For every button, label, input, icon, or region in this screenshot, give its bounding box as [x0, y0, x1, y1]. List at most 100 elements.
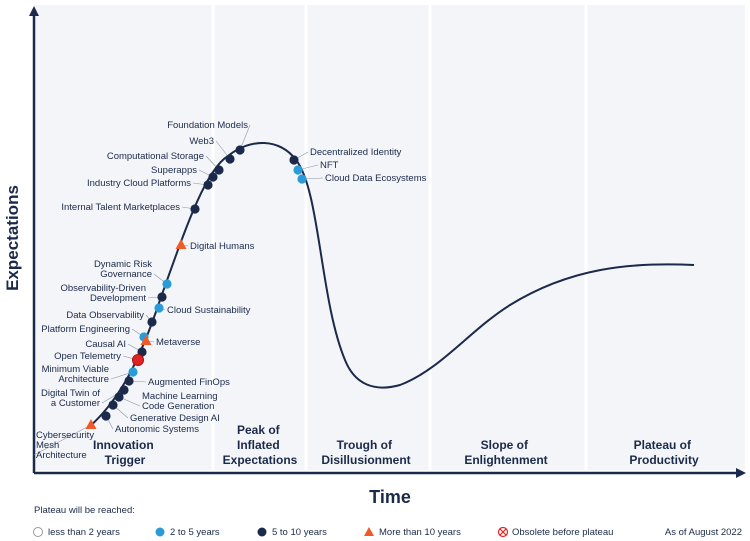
label-line: Code Generation [142, 401, 214, 412]
marker-decentralized-identity [289, 155, 299, 165]
label-line: Decentralized Identity [310, 147, 402, 158]
marker-cloud-data-ecosystems [297, 174, 307, 184]
technology-digital-humans: Digital Humans [175, 239, 255, 252]
axes [29, 6, 746, 478]
chart-background [34, 5, 745, 470]
technology-cloud-data-ecosystems: Cloud Data Ecosystems [297, 173, 427, 184]
legend-label: Obsolete before plateau [512, 527, 613, 538]
label-line: Digital Humans [190, 241, 255, 252]
phase-label-slope: Slope of Enlightenment [464, 438, 547, 467]
legend-marker-less-than-2-years [33, 527, 43, 537]
label-metaverse: Metaverse [156, 337, 200, 348]
legend-title: Plateau will be reached: [34, 505, 135, 516]
marker-internal-talent-marketplaces [190, 204, 200, 214]
label-line: Cybersecurity [36, 430, 94, 441]
marker-digital-humans [175, 239, 187, 249]
label-line: Observability-Driven [60, 283, 146, 294]
label-line: Autonomic Systems [115, 424, 199, 435]
marker-minimum-viable-architecture [128, 367, 138, 377]
marker-superapps [208, 172, 218, 182]
label-line: Data Observability [66, 310, 144, 321]
technology-autonomic-systems: Autonomic Systems [101, 411, 199, 435]
marker-cybersecurity-mesh-architecture [85, 419, 97, 429]
legend-label: less than 2 years [48, 527, 120, 538]
label-line: Cloud Sustainability [167, 305, 251, 316]
label-line: Mesh [36, 440, 59, 451]
technology-internal-talent-marketplaces: Internal Talent Marketplaces [61, 202, 200, 214]
label-cloud-data-ecosystems: Cloud Data Ecosystems [325, 173, 427, 184]
phase-label-line: Peak of [237, 423, 281, 437]
marker-generative-design-ai [108, 400, 118, 410]
label-data-observability: Data Observability [66, 310, 144, 321]
phase-label-peak: Peak of Inflated Expectations [223, 423, 298, 467]
technology-metaverse: Metaverse [140, 335, 200, 348]
marker-observability-driven-development [157, 292, 167, 302]
technology-machine-learning-code-generation: Machine Learning Code Generation [114, 391, 218, 412]
phase-label-line: Trigger [105, 453, 146, 467]
phase-label-line: Expectations [223, 453, 298, 467]
marker-digital-twin-of-a-customer [119, 385, 129, 395]
phase-labels: Innovation Trigger Peak of Inflated Expe… [93, 423, 699, 467]
label-cybersecurity-mesh-architecture: Cybersecurity Mesh Architecture [36, 430, 94, 461]
label-line: Architecture [36, 450, 87, 461]
label-autonomic-systems: Autonomic Systems [115, 424, 199, 435]
label-line: Generative Design AI [130, 413, 220, 424]
phase-label-line: Enlightenment [464, 453, 547, 467]
label-digital-twin-of-a-customer: Digital Twin of a Customer [41, 388, 100, 409]
legend-marker-more-than-10-years [364, 527, 374, 536]
label-line: a Customer [51, 398, 100, 409]
label-foundation-models: Foundation Models [167, 120, 248, 131]
label-line: Digital Twin of [41, 388, 100, 399]
phase-label-line: Productivity [629, 453, 699, 467]
marker-data-observability [147, 317, 157, 327]
label-line: Architecture [58, 374, 109, 385]
phase-label-line: Innovation [93, 438, 154, 452]
label-digital-humans: Digital Humans [190, 241, 255, 252]
label-line: Internal Talent Marketplaces [61, 202, 180, 213]
technology-cloud-sustainability: Cloud Sustainability [154, 303, 251, 316]
x-axis-arrow [736, 468, 746, 478]
label-line: Metaverse [156, 337, 200, 348]
technology-generative-design-ai: Generative Design AI [108, 400, 220, 424]
label-web3: Web3 [189, 136, 214, 147]
phase-label-line: Trough of [337, 438, 393, 452]
label-causal-ai: Causal AI [85, 339, 126, 350]
technology-data-observability: Data Observability [66, 310, 157, 327]
technology-foundation-models: Foundation Models [167, 120, 251, 155]
legend: Plateau will be reached: less than 2 yea… [33, 505, 742, 538]
label-augmented-finops: Augmented FinOps [148, 377, 230, 388]
phase-label-plateau: Plateau of Productivity [629, 438, 699, 467]
label-minimum-viable-architecture: Minimum Viable Architecture [42, 364, 109, 385]
marker-dynamic-risk-governance [162, 279, 172, 289]
label-open-telemetry: Open Telemetry [54, 351, 121, 362]
label-industry-cloud-platforms: Industry Cloud Platforms [87, 178, 191, 189]
label-superapps: Superapps [151, 165, 197, 176]
label-line: Superapps [151, 165, 197, 176]
legend-marker-obsolete [497, 526, 509, 538]
leader-line [33, 424, 92, 456]
y-axis-arrow [29, 6, 39, 16]
legend-label: 5 to 10 years [272, 527, 327, 538]
label-internal-talent-marketplaces: Internal Talent Marketplaces [61, 202, 180, 213]
technology-minimum-viable-architecture: Minimum Viable Architecture [42, 364, 138, 385]
marker-open-telemetry [132, 354, 144, 366]
as-of-date: As of August 2022 [665, 527, 742, 538]
technology-cybersecurity-mesh-architecture: Cybersecurity Mesh Architecture [33, 419, 97, 461]
marker-foundation-models [235, 145, 245, 155]
label-generative-design-ai: Generative Design AI [130, 413, 220, 424]
phase-label-line: Inflated [237, 438, 280, 452]
label-line: Foundation Models [167, 120, 248, 131]
technology-markers: Foundation Models Web3 Computational Stora… [33, 120, 427, 461]
marker-web3 [225, 154, 235, 164]
label-line: Web3 [189, 136, 214, 147]
label-line: Causal AI [85, 339, 126, 350]
label-line: Development [90, 293, 146, 304]
technology-digital-twin-of-a-customer: Digital Twin of a Customer [41, 385, 129, 409]
phase-label-trough: Trough of Disillusionment [321, 438, 410, 467]
phase-label-line: Slope of [481, 438, 529, 452]
technology-observability-driven-development: Observability-Driven Development [60, 283, 167, 304]
phase-bands [34, 5, 745, 470]
legend-label: 2 to 5 years [170, 527, 220, 538]
technology-industry-cloud-platforms: Industry Cloud Platforms [87, 178, 213, 190]
